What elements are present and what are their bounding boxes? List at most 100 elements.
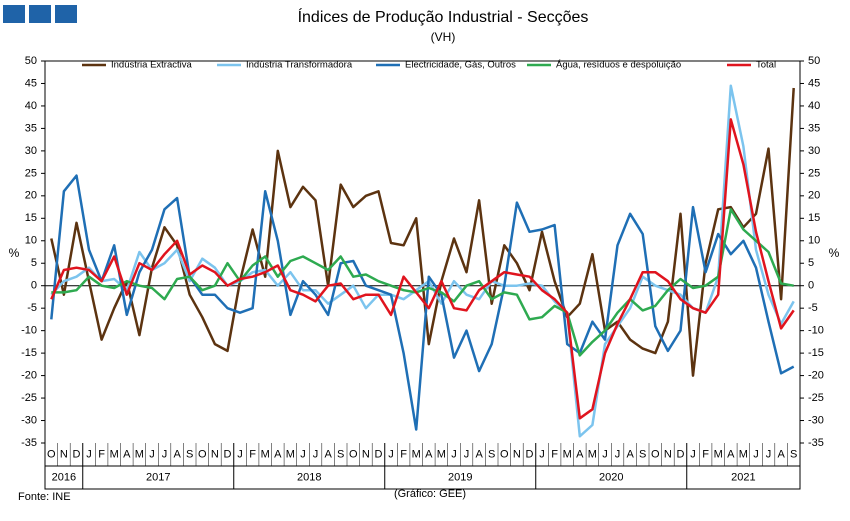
series-line (50, 174, 795, 431)
x-tick-label: N (513, 448, 521, 460)
x-tick-label: J (451, 448, 457, 460)
y-tick-label: 25 (25, 167, 37, 179)
y2-tick-label: 45 (808, 77, 820, 89)
year-label: 2019 (448, 471, 472, 483)
y-tick-label: -15 (21, 347, 37, 359)
y2-tick-label: 50 (808, 55, 820, 67)
x-tick-label: S (639, 448, 646, 460)
x-tick-label: J (300, 448, 306, 460)
x-tick-label: O (349, 448, 358, 460)
y2-tick-label: 10 (808, 235, 820, 247)
series-line (50, 87, 795, 377)
x-tick-label: A (777, 448, 785, 460)
legend-label: Electricidade, Gás, Outros (405, 60, 516, 71)
x-tick-label: A (576, 448, 584, 460)
y2-tick-label: 5 (808, 257, 814, 269)
x-tick-label: M (437, 448, 446, 460)
year-label: 2021 (731, 471, 755, 483)
y2-tick-label: 25 (808, 167, 820, 179)
x-tick-label: M (286, 448, 295, 460)
x-tick-label: F (551, 448, 558, 460)
x-tick-label: M (412, 448, 421, 460)
x-tick-label: F (98, 448, 105, 460)
y2-tick-label: 35 (808, 122, 820, 134)
y2-tick-label: 30 (808, 145, 820, 157)
year-label: 2020 (599, 471, 623, 483)
y-tick-label: 20 (25, 190, 37, 202)
x-tick-label: N (211, 448, 219, 460)
x-tick-label: A (727, 448, 735, 460)
x-tick-label: J (388, 448, 394, 460)
series-line (51, 208, 794, 357)
x-tick-label: D (374, 448, 382, 460)
x-tick-label: N (664, 448, 672, 460)
x-tick-label: M (739, 448, 748, 460)
year-label: 2017 (146, 471, 170, 483)
y-tick-label: 40 (25, 100, 37, 112)
x-tick-label: F (702, 448, 709, 460)
x-tick-label: N (60, 448, 68, 460)
y-tick-label: -10 (21, 325, 37, 337)
logo-block (29, 5, 51, 23)
x-tick-label: M (261, 448, 270, 460)
y2-tick-label: -5 (808, 302, 818, 314)
x-tick-label: M (110, 448, 119, 460)
year-label: 2018 (297, 471, 321, 483)
x-tick-label: S (488, 448, 495, 460)
x-tick-label: A (123, 448, 131, 460)
series-line (50, 84, 795, 438)
y-tick-label: 10 (25, 235, 37, 247)
x-tick-label: N (362, 448, 370, 460)
y-tick-label: 0 (31, 280, 37, 292)
x-tick-label: A (274, 448, 282, 460)
x-tick-label: D (525, 448, 533, 460)
y-tick-label: -5 (27, 302, 37, 314)
x-tick-label: J (149, 448, 155, 460)
x-tick-label: S (337, 448, 344, 460)
x-tick-label: J (602, 448, 608, 460)
series-line (50, 118, 795, 420)
x-tick-label: D (223, 448, 231, 460)
x-tick-label: A (324, 448, 332, 460)
x-tick-label: J (615, 448, 621, 460)
y2-tick-label: 15 (808, 212, 820, 224)
x-tick-label: A (475, 448, 483, 460)
source-note: Fonte: INE (18, 491, 71, 503)
x-tick-label: O (500, 448, 509, 460)
y2-tick-label: -25 (808, 392, 824, 404)
y2-tick-label: -20 (808, 369, 824, 381)
y2-tick-label: -35 (808, 437, 824, 449)
y-tick-label: -25 (21, 392, 37, 404)
plot-frame (44, 60, 801, 490)
y2-tick-label: 20 (808, 190, 820, 202)
x-tick-label: M (135, 448, 144, 460)
x-tick-label: J (313, 448, 319, 460)
x-tick-label: S (790, 448, 797, 460)
logo-block (55, 5, 77, 23)
x-tick-label: J (464, 448, 470, 460)
y-tick-label: 15 (25, 212, 37, 224)
x-tick-label: J (753, 448, 759, 460)
y-tick-label: 45 (25, 77, 37, 89)
x-tick-label: O (651, 448, 660, 460)
y-axis-label: % (9, 246, 20, 260)
y2-tick-label: 40 (808, 100, 820, 112)
chart-title: Índices de Produção Industrial - Secções (298, 7, 589, 26)
legend-label: Total (756, 60, 776, 71)
y2-tick-label: -10 (808, 325, 824, 337)
x-tick-label: O (198, 448, 207, 460)
x-tick-label: J (766, 448, 772, 460)
x-tick-label: A (626, 448, 634, 460)
x-tick-label: A (425, 448, 433, 460)
y-tick-label: 50 (25, 55, 37, 67)
x-tick-label: F (400, 448, 407, 460)
y2-axis-label: % (829, 246, 840, 260)
y-tick-label: 5 (31, 257, 37, 269)
x-tick-label: J (162, 448, 168, 460)
y-tick-label: -30 (21, 414, 37, 426)
y-tick-label: -35 (21, 437, 37, 449)
x-tick-label: A (173, 448, 181, 460)
x-tick-label: M (714, 448, 723, 460)
logo-block (3, 5, 25, 23)
